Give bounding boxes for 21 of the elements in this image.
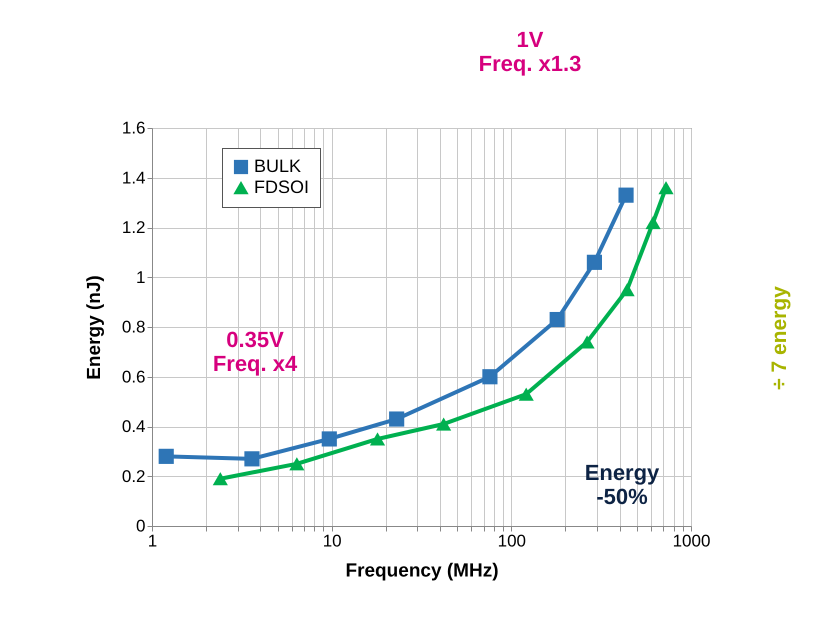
x-tick-label: 1000 [672,532,710,550]
y-tick-label: 1.2 [122,218,146,237]
y-axis-title: Energy (nJ) [84,275,105,380]
text: ÷ 7 energy [768,286,791,390]
legend-label: FDSOI [254,177,310,197]
y-tick-label: 0 [136,516,146,536]
x-tick-label: 100 [498,532,526,550]
y-tick-label: 1.4 [122,168,146,188]
annotation: Energy -50% [584,460,660,509]
x-axis-title: Frequency (MHz) [345,560,499,582]
legend-label: BULK [254,156,302,176]
y-tick-label: 0.6 [122,367,146,386]
y-tick-label: 0.2 [122,466,146,486]
text: 1V Freq. x1.3 [478,27,582,76]
annotation: 0.35V Freq. x4 [212,327,298,376]
x-tick-label: 1 [148,532,158,550]
y-tick-label: 1.6 [122,118,146,138]
y-tick-label: 1 [136,268,146,287]
y-tick-label: 0.8 [122,318,146,336]
x-tick-label: 10 [322,532,342,550]
y-tick-label: 0.4 [122,417,146,436]
